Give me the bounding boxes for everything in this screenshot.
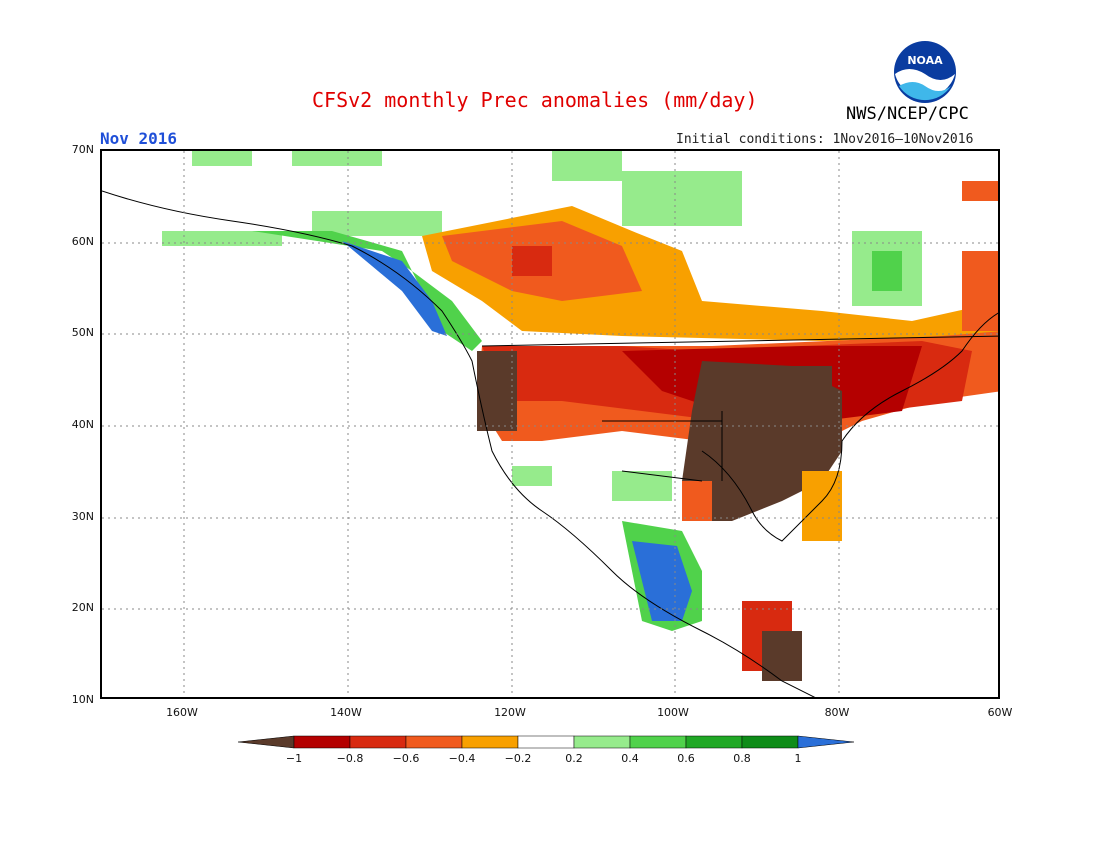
anomaly-patch bbox=[872, 251, 902, 291]
color-bar-tick-label: −0.6 bbox=[392, 752, 420, 765]
lon-label: 140W bbox=[330, 706, 362, 719]
map-canvas bbox=[102, 151, 998, 697]
forecast-period: Nov 2016 bbox=[100, 129, 178, 148]
agency-label: NWS/NCEP/CPC bbox=[846, 104, 969, 124]
lat-label: 50N bbox=[71, 326, 94, 339]
anomaly-fields bbox=[162, 151, 998, 681]
lon-label: 100W bbox=[657, 706, 689, 719]
color-bar-swatch bbox=[405, 735, 463, 749]
anomaly-patch bbox=[192, 151, 252, 166]
anomaly-patch bbox=[552, 151, 622, 181]
lat-label: 10N bbox=[71, 693, 94, 706]
coastlines bbox=[102, 190, 998, 697]
color-bar-tick-label: −0.8 bbox=[336, 752, 364, 765]
color-bar-tick-label: −0.2 bbox=[504, 752, 532, 765]
initial-conditions: Initial conditions: 1Nov2016–10Nov2016 bbox=[676, 132, 974, 147]
color-bar-swatch bbox=[517, 735, 575, 749]
color-bar-swatch bbox=[797, 735, 855, 749]
anomaly-patch bbox=[802, 471, 842, 541]
lat-label: 70N bbox=[71, 143, 94, 156]
anomaly-patch bbox=[962, 251, 998, 331]
color-bar-tick-label: −0.4 bbox=[448, 752, 476, 765]
color-bar-swatch bbox=[741, 735, 799, 749]
color-bar bbox=[238, 735, 855, 749]
map-title: CFSv2 monthly Prec anomalies (mm/day) bbox=[312, 88, 758, 112]
anomaly-patch bbox=[512, 246, 552, 276]
svg-text:NOAA: NOAA bbox=[907, 54, 943, 67]
color-bar-swatch bbox=[629, 735, 687, 749]
color-bar-swatch bbox=[461, 735, 519, 749]
lat-label: 40N bbox=[71, 418, 94, 431]
anomaly-patch bbox=[162, 231, 282, 246]
anomaly-patch bbox=[512, 466, 552, 486]
color-bar-swatch bbox=[349, 735, 407, 749]
color-bar-swatch bbox=[573, 735, 631, 749]
anomaly-map bbox=[100, 149, 1000, 699]
anomaly-patch bbox=[612, 471, 672, 501]
lat-label: 20N bbox=[71, 601, 94, 614]
lat-label: 30N bbox=[71, 510, 94, 523]
noaa-logo-icon: NOAA bbox=[894, 41, 956, 103]
color-bar-tick-label: 0.2 bbox=[565, 752, 583, 765]
color-bar-tick-label: −1 bbox=[285, 752, 303, 765]
anomaly-patch bbox=[622, 171, 742, 226]
anomaly-patch bbox=[962, 181, 998, 201]
anomaly-patch bbox=[682, 481, 712, 521]
lon-label: 60W bbox=[987, 706, 1013, 719]
anomaly-patch bbox=[762, 631, 802, 681]
anomaly-patch bbox=[792, 366, 832, 406]
color-bar-tick-label: 0.4 bbox=[621, 752, 639, 765]
color-bar-swatch bbox=[238, 735, 295, 749]
lon-label: 80W bbox=[824, 706, 850, 719]
color-bar-tick-label: 0.8 bbox=[733, 752, 751, 765]
anomaly-patch bbox=[477, 351, 517, 431]
color-bar-tick-label: 0.6 bbox=[677, 752, 695, 765]
color-bar-swatch bbox=[293, 735, 351, 749]
lon-label: 160W bbox=[166, 706, 198, 719]
graticule bbox=[102, 151, 998, 697]
lon-label: 120W bbox=[494, 706, 526, 719]
color-bar-swatch bbox=[685, 735, 743, 749]
lat-label: 60N bbox=[71, 235, 94, 248]
anomaly-patch bbox=[292, 151, 382, 166]
color-bar-tick-label: 1 bbox=[794, 752, 802, 765]
